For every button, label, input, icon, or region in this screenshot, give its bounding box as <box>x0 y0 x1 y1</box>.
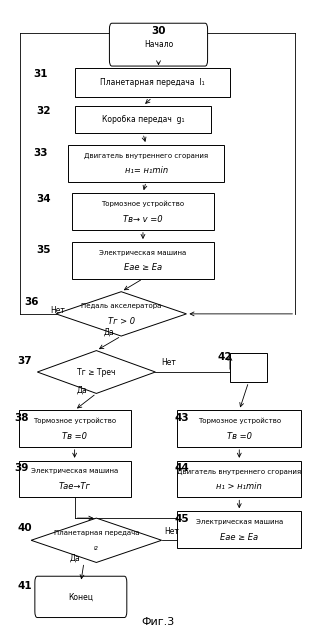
Text: Двигатель внутреннего сгорания: Двигатель внутреннего сгорания <box>177 468 301 474</box>
Text: Тв→ v =0: Тв→ v =0 <box>123 214 163 223</box>
Bar <box>19 461 131 497</box>
Text: н₁= н₁min: н₁= н₁min <box>125 166 168 175</box>
Polygon shape <box>31 518 162 563</box>
Text: 33: 33 <box>33 148 48 158</box>
Text: 37: 37 <box>18 356 32 366</box>
Text: Еае ≥ Еа: Еае ≥ Еа <box>220 532 258 541</box>
Text: Конец: Конец <box>68 593 93 602</box>
Text: Тормозное устройство: Тормозное устройство <box>33 418 116 424</box>
Text: 40: 40 <box>18 523 32 533</box>
Text: 35: 35 <box>36 244 51 255</box>
Text: Начало: Начало <box>144 40 173 49</box>
Text: Двигатель внутреннего сгорания: Двигатель внутреннего сгорания <box>84 152 208 159</box>
Text: Коробка передач  g₁: Коробка передач g₁ <box>102 115 184 124</box>
Text: Да: Да <box>77 386 88 395</box>
Text: 32: 32 <box>36 106 51 116</box>
Text: н₁ > н₁min: н₁ > н₁min <box>217 483 262 492</box>
Bar <box>19 410 131 447</box>
Text: Нет: Нет <box>165 527 180 536</box>
Bar <box>230 353 267 382</box>
Text: 42: 42 <box>218 352 233 362</box>
Text: 45: 45 <box>174 514 189 524</box>
Text: Тг > 0: Тг > 0 <box>108 317 135 326</box>
Text: Тв =0: Тв =0 <box>227 432 252 441</box>
Text: Педаль акселератора: Педаль акселератора <box>81 303 161 309</box>
Text: 39: 39 <box>15 463 29 474</box>
Text: Нет: Нет <box>50 305 65 314</box>
Text: 41: 41 <box>18 581 32 591</box>
Bar <box>74 68 230 97</box>
Bar <box>177 410 301 447</box>
Polygon shape <box>37 351 155 394</box>
Text: Еае ≥ Еа: Еае ≥ Еа <box>124 264 162 273</box>
Text: Фиг.3: Фиг.3 <box>142 617 175 627</box>
Text: Да: Да <box>69 554 80 563</box>
Bar <box>68 145 224 182</box>
Bar <box>177 461 301 497</box>
Bar <box>74 106 211 133</box>
Text: Тг ≥ Треч: Тг ≥ Треч <box>77 367 116 376</box>
Text: Электрическая машина: Электрическая машина <box>196 519 283 525</box>
Text: 34: 34 <box>36 194 51 204</box>
Bar <box>72 193 214 230</box>
Text: Планетарная передача: Планетарная передача <box>54 530 139 536</box>
Polygon shape <box>56 292 186 336</box>
Text: 30: 30 <box>151 26 166 36</box>
Text: 43: 43 <box>174 413 189 423</box>
FancyBboxPatch shape <box>35 576 127 618</box>
Text: Тормозное устройство: Тормозное устройство <box>198 418 281 424</box>
FancyBboxPatch shape <box>109 23 208 66</box>
Bar <box>177 511 301 548</box>
Text: 44: 44 <box>174 463 189 474</box>
Text: Электрическая машина: Электрическая машина <box>99 250 187 256</box>
Bar <box>72 242 214 278</box>
Text: Тормозное устройство: Тормозное устройство <box>101 200 184 207</box>
Text: Тв =0: Тв =0 <box>62 432 87 441</box>
Text: Планетарная передача  l₁: Планетарная передача l₁ <box>100 78 204 88</box>
Text: ₗ₂: ₗ₂ <box>94 543 99 552</box>
Text: 36: 36 <box>24 297 38 307</box>
Text: Электрическая машина: Электрическая машина <box>31 468 118 474</box>
Text: 31: 31 <box>33 68 48 79</box>
Text: Да: Да <box>103 328 114 337</box>
Text: Тае→Тг: Тае→Тг <box>59 483 91 492</box>
Text: Нет: Нет <box>162 358 177 367</box>
Text: 38: 38 <box>15 413 29 423</box>
